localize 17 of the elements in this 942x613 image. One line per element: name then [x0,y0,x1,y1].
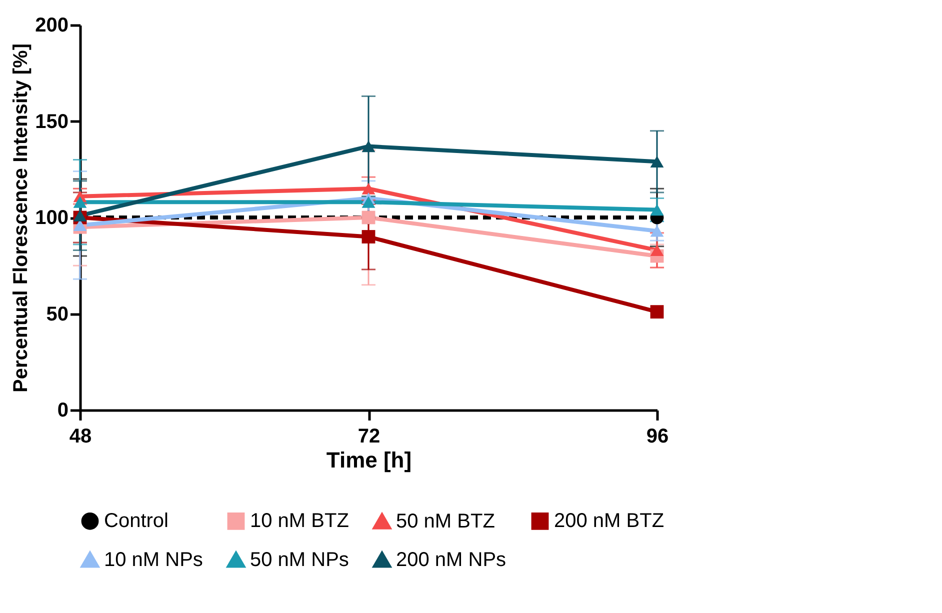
y-tick-label: 50 [46,303,68,326]
legend-label: 10 nM NPs [104,549,203,571]
x-tick-label: 72 [358,426,380,448]
x-tick-label: 96 [646,426,669,448]
legend-label: 10 nM BTZ [250,510,349,532]
legend-label: 200 nM BTZ [554,510,664,532]
legend-label: 200 nM NPs [396,549,506,571]
legend-label: Control [104,510,168,532]
y-tick-label: 200 [35,14,68,36]
y-tick-label: 0 [57,400,68,422]
x-tick-label: 48 [69,426,92,448]
y-tick-label: 150 [35,110,68,133]
legend-label: 50 nM NPs [250,549,349,571]
y-tick-label: 100 [35,207,68,229]
y-axis-title: Percentual Florescence Intensity [%] [10,43,32,393]
x-axis-title: Time [h] [326,448,412,472]
legend-label: 50 nM BTZ [396,510,495,533]
